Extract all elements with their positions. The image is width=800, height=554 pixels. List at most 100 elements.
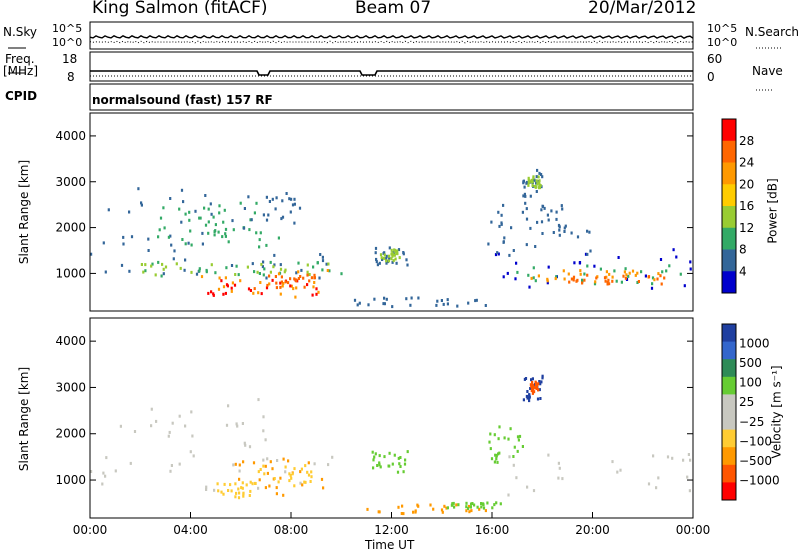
power-cell — [205, 268, 208, 272]
power-cell — [303, 285, 306, 289]
power-cell — [665, 269, 668, 273]
power-cell — [659, 274, 662, 278]
velocity-cell — [90, 470, 93, 473]
power-cell — [529, 194, 532, 198]
velocity-cell — [237, 496, 241, 500]
power-colorbar-tick: 8 — [739, 243, 747, 257]
power-cell — [391, 260, 394, 264]
power-cell — [586, 264, 589, 268]
velocity-cell — [189, 450, 192, 454]
velocity-cell — [264, 486, 267, 490]
power-cell — [490, 220, 493, 224]
power-cell — [532, 266, 535, 270]
power-cell — [220, 279, 223, 283]
power-cell — [284, 280, 287, 284]
power-cell — [274, 207, 277, 211]
velocity-cell — [494, 453, 497, 457]
power-cell — [230, 264, 234, 267]
power-cell — [289, 210, 292, 214]
power-cell — [179, 266, 182, 270]
velocity-cell — [241, 481, 244, 485]
velocity-cell — [469, 505, 472, 509]
date-title: 20/Mar/2012 — [588, 0, 697, 18]
velocity-cell — [191, 434, 194, 438]
power-cell — [375, 260, 378, 264]
velocity-cell — [537, 388, 540, 392]
freq-tick-top: 18 — [62, 52, 78, 66]
power-cell — [689, 260, 692, 264]
power-cell — [340, 272, 343, 276]
velocity-cell — [396, 470, 400, 474]
velocity-cell — [306, 470, 309, 474]
velocity-cell — [495, 453, 498, 457]
power-cell — [237, 273, 240, 277]
power-cell — [388, 246, 391, 250]
power-cell — [562, 269, 565, 273]
velocity-cell — [616, 470, 619, 474]
velocity-cell — [269, 460, 272, 464]
velocity-cell — [155, 419, 158, 423]
velocity-cell — [507, 493, 510, 497]
power-cell — [558, 228, 561, 232]
power-cell — [435, 303, 438, 307]
velocity-cell — [495, 457, 498, 461]
velocity-cell — [241, 422, 244, 425]
power-cell — [659, 258, 663, 261]
velocity-cell — [508, 455, 511, 459]
power-cell — [524, 201, 527, 205]
power-cell — [255, 231, 258, 235]
velocity-cell — [406, 450, 409, 454]
power-cell — [385, 254, 388, 258]
velocity-cell — [518, 434, 522, 438]
power-cell — [169, 234, 172, 238]
power-cell — [247, 195, 250, 199]
noise-tick-right-bot: 10^0 — [707, 36, 738, 49]
power-cell — [260, 262, 263, 266]
power-cell — [140, 201, 143, 205]
velocity-cell — [516, 435, 520, 439]
power-cell — [394, 257, 397, 261]
power-cell — [300, 268, 303, 272]
velocity-cell — [262, 429, 265, 433]
power-cell — [530, 276, 533, 280]
power-cell — [625, 273, 628, 277]
velocity-cell — [467, 504, 471, 508]
velocity-cell — [455, 503, 458, 507]
velocity-colorbar-swatch — [722, 447, 736, 466]
power-cell — [593, 282, 597, 286]
velocity-cell — [457, 503, 460, 507]
power-cell — [375, 257, 378, 261]
power-cell — [184, 212, 187, 216]
power-cell — [606, 282, 609, 286]
power-cell — [246, 265, 249, 269]
power-cell — [262, 213, 265, 217]
power-cell — [533, 184, 537, 188]
velocity-cell — [262, 464, 265, 468]
power-cell — [547, 218, 550, 222]
power-cell — [198, 267, 201, 271]
power-cell — [604, 279, 607, 283]
power-cell — [668, 264, 671, 268]
velocity-cell — [534, 386, 537, 390]
power-cell — [605, 270, 608, 274]
velocity-cell — [397, 456, 400, 460]
velocity-cell — [379, 465, 382, 469]
velocity-cell — [279, 476, 282, 480]
power-cell — [611, 279, 614, 283]
power-cell — [289, 284, 292, 288]
velocity-cell — [310, 470, 313, 474]
velocity-cell — [168, 430, 171, 434]
velocity-cell — [178, 414, 181, 418]
velocity-cell — [441, 510, 444, 514]
power-cell — [224, 276, 227, 280]
power-cell — [498, 224, 501, 228]
velocity-cell — [101, 482, 104, 486]
velocity-cell — [498, 425, 501, 429]
power-cell — [353, 298, 357, 302]
power-cell — [613, 269, 616, 273]
power-cell — [328, 269, 331, 273]
velocity-cell — [235, 491, 238, 495]
power-cell — [502, 203, 505, 207]
velocity-cell — [291, 472, 294, 476]
velocity-cell — [536, 397, 540, 401]
